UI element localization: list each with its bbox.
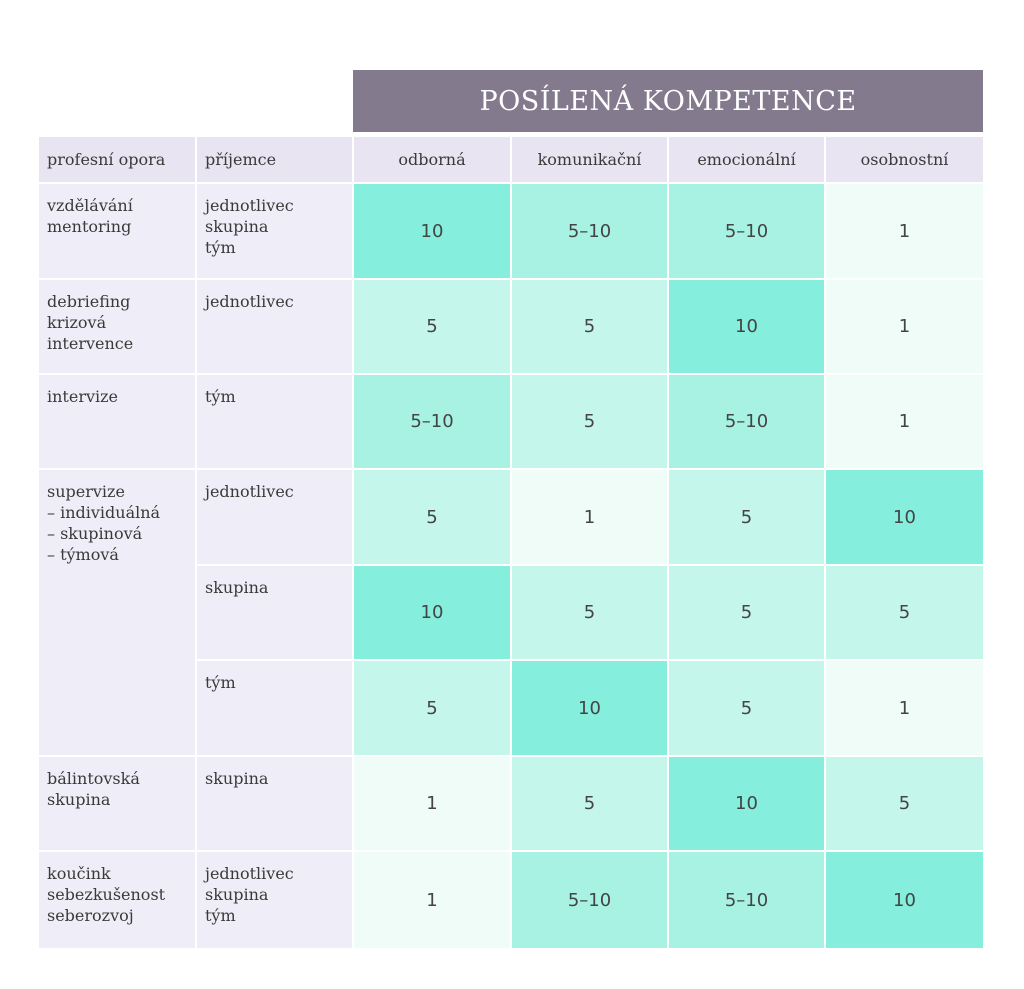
value-cell: 5 [669, 566, 824, 659]
value-cell: 5–10 [669, 852, 824, 948]
value-cell: 10 [669, 757, 824, 850]
table-title-banner: POSÍLENÁ KOMPETENCE [353, 70, 983, 132]
value-cell: 10 [512, 661, 667, 755]
value-cell: 10 [826, 852, 983, 948]
value-cell: 1 [826, 184, 983, 278]
value-cell: 10 [354, 566, 510, 659]
header-prijemce: příjemce [197, 137, 352, 182]
value-cell: 1 [512, 470, 667, 564]
recipient-label: jednotlivec skupina tým [197, 852, 352, 948]
header-competence-odborna: odborná [354, 137, 510, 182]
value-cell: 5 [354, 280, 510, 373]
value-cell: 10 [826, 470, 983, 564]
value-cell: 1 [826, 375, 983, 468]
value-cell: 5 [669, 661, 824, 755]
value-cell: 5 [512, 375, 667, 468]
value-cell: 5 [826, 566, 983, 659]
value-cell: 5–10 [669, 375, 824, 468]
header-competence-komunikacni: komunikační [512, 137, 667, 182]
value-cell: 1 [826, 280, 983, 373]
value-cell: 1 [826, 661, 983, 755]
value-cell: 5–10 [669, 184, 824, 278]
header-opora: profesní opora [39, 137, 195, 182]
recipient-label: skupina [197, 566, 352, 659]
group-label: koučink sebezkušenost seberozvoj [39, 852, 195, 948]
value-cell: 10 [354, 184, 510, 278]
value-cell: 5 [512, 566, 667, 659]
value-cell: 5 [669, 470, 824, 564]
value-cell: 1 [354, 757, 510, 850]
value-cell: 5 [512, 757, 667, 850]
value-cell: 5 [512, 280, 667, 373]
group-label: supervize – individuálná – skupinová – t… [39, 470, 195, 755]
value-cell: 5 [354, 470, 510, 564]
recipient-label: skupina [197, 757, 352, 850]
recipient-label: jednotlivec [197, 280, 352, 373]
header-competence-emocionalni: emocionální [669, 137, 824, 182]
header-competence-osobnostni: osobnostní [826, 137, 983, 182]
recipient-label: jednotlivec [197, 470, 352, 564]
value-cell: 1 [354, 852, 510, 948]
value-cell: 5–10 [354, 375, 510, 468]
group-label: vzdělávání mentoring [39, 184, 195, 278]
recipient-label: tým [197, 661, 352, 755]
value-cell: 5–10 [512, 184, 667, 278]
recipient-label: tým [197, 375, 352, 468]
value-cell: 5–10 [512, 852, 667, 948]
value-cell: 5 [354, 661, 510, 755]
group-label: intervize [39, 375, 195, 468]
recipient-label: jednotlivec skupina tým [197, 184, 352, 278]
group-label: debriefing krizová intervence [39, 280, 195, 373]
value-cell: 5 [826, 757, 983, 850]
value-cell: 10 [669, 280, 824, 373]
group-label: bálintovská skupina [39, 757, 195, 850]
